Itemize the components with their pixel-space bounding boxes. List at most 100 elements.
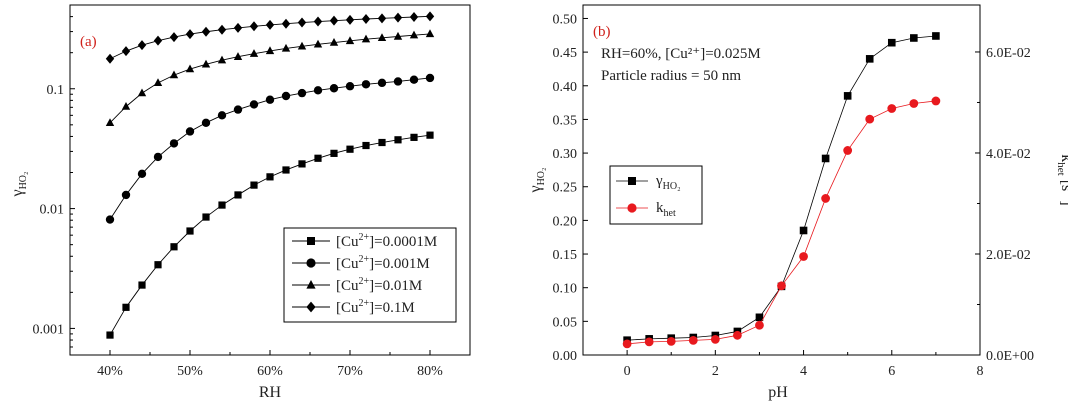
data-point xyxy=(122,303,130,311)
data-point xyxy=(843,92,852,100)
data-point xyxy=(932,32,940,40)
legend-marker-square xyxy=(307,237,315,245)
y-tick-label-a: 0.1 xyxy=(47,83,65,98)
data-point xyxy=(217,55,227,64)
data-point xyxy=(361,80,371,89)
y2-label-sub: het xyxy=(1055,162,1067,175)
data-point xyxy=(106,331,114,339)
data-point xyxy=(153,152,163,162)
data-point xyxy=(170,243,178,251)
legend-label: [Cu2+]=0.1M xyxy=(336,298,415,316)
annotation-conditions: RH=60%, [Cu²⁺]=0.025M xyxy=(601,46,761,62)
legend-a: [Cu2+]=0.0001M[Cu2+]=0.001M[Cu2+]=0.01M[… xyxy=(283,227,457,323)
data-point xyxy=(393,31,403,40)
data-point xyxy=(345,36,355,45)
data-point xyxy=(426,131,434,139)
legend-label-pre: [Cu xyxy=(336,234,359,250)
data-point xyxy=(910,34,918,42)
data-point xyxy=(410,133,418,141)
data-point xyxy=(313,86,323,95)
data-point xyxy=(105,53,115,64)
legend-marker-diamond xyxy=(306,301,316,313)
legend-label: [Cu2+]=0.0001M xyxy=(336,232,437,250)
data-point xyxy=(377,78,387,88)
data-point xyxy=(378,138,386,147)
data-point xyxy=(377,13,387,24)
legend-marker-triangle xyxy=(306,280,316,289)
data-point xyxy=(154,261,162,269)
data-point xyxy=(169,70,179,79)
series-a-triangle xyxy=(105,29,435,126)
legend-label-post: ]=0.0001M xyxy=(369,234,437,250)
data-point xyxy=(799,252,808,261)
y2-axis-label-b: khet [s-1] xyxy=(1055,154,1068,206)
chart-panel-b: 0 2 4 6 8 0.00 0.05 0.10 0.15 0.20 0.25 0.30 0.35 0.4… xyxy=(527,4,1068,401)
data-point xyxy=(329,37,339,46)
x-tick-label-b: 2 xyxy=(712,364,719,379)
y-tick-label-a: 0.01 xyxy=(40,203,65,218)
data-point xyxy=(185,64,195,73)
data-point xyxy=(799,226,808,235)
data-point xyxy=(217,24,227,35)
data-point xyxy=(755,320,764,330)
x-axis-label-a: RH xyxy=(259,384,282,401)
data-point xyxy=(710,334,720,344)
data-point xyxy=(297,41,307,50)
legend-label-pre: [Cu xyxy=(336,278,359,294)
legend-label-pre: [Cu xyxy=(336,256,359,272)
data-point xyxy=(105,215,115,224)
data-point xyxy=(313,16,323,27)
data-point xyxy=(688,335,698,345)
data-point xyxy=(137,40,147,51)
axis-ticks-b: 0 2 4 6 8 0.00 0.05 0.10 0.15 0.20 0.25 0.30 0.35 0.4… xyxy=(553,12,1034,379)
y-tick-label-b: 0.50 xyxy=(553,12,578,27)
data-point xyxy=(377,33,387,42)
y-tick-label-b: 0.00 xyxy=(553,349,578,364)
x-tick-label-a: 50% xyxy=(177,364,203,379)
data-point xyxy=(329,15,339,26)
data-point xyxy=(266,173,274,181)
y-axis-label-b-main: γ xyxy=(527,185,544,193)
data-point xyxy=(622,339,632,349)
x-tick-label-a: 40% xyxy=(97,364,123,379)
data-point xyxy=(201,118,211,127)
data-point xyxy=(425,29,435,38)
y-axis-label-a: γHO₂ xyxy=(9,171,29,197)
y-axis-label-b: γHO₂ xyxy=(527,167,547,193)
data-point xyxy=(169,139,179,148)
legend-box-b xyxy=(609,165,703,225)
data-point xyxy=(393,12,403,23)
x-axis-label-b: pH xyxy=(768,384,788,401)
data-point xyxy=(644,337,654,347)
data-point xyxy=(121,46,131,57)
data-point xyxy=(265,19,275,30)
y-axis-label-b-sub: HO₂ xyxy=(536,167,547,185)
data-point xyxy=(233,52,243,60)
data-point xyxy=(330,149,338,157)
data-point xyxy=(821,154,830,163)
y-tick-label-b: 0.10 xyxy=(553,282,578,297)
legend-label-main: γ xyxy=(655,173,663,189)
legend-marker-circle xyxy=(627,203,637,213)
legend-label-sup: 2+ xyxy=(359,254,370,265)
legend-label-sub: HO₂ xyxy=(663,181,681,192)
data-point xyxy=(409,75,419,84)
data-point xyxy=(249,21,259,32)
y2-tick-label-b: 6.0E-02 xyxy=(986,46,1031,61)
y-tick-label-a: 0.001 xyxy=(33,322,65,337)
legend-marker-square xyxy=(628,177,636,185)
legend-label: [Cu2+]=0.001M xyxy=(336,254,430,272)
data-point xyxy=(314,154,322,162)
data-point xyxy=(282,166,290,174)
y2-tick-label-b: 2.0E-02 xyxy=(986,248,1031,263)
data-point xyxy=(121,190,131,200)
data-point xyxy=(137,169,147,179)
x-tick-label-b: 4 xyxy=(800,364,807,379)
data-point xyxy=(329,84,339,93)
series-a-circle xyxy=(105,73,435,224)
series-b-circle xyxy=(622,96,941,349)
data-point xyxy=(281,91,291,101)
data-point xyxy=(234,191,242,199)
